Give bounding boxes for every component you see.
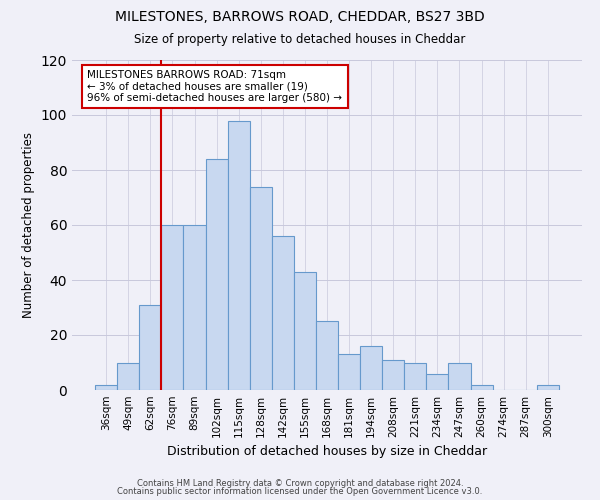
Bar: [184, 225, 206, 390]
Text: MILESTONES, BARROWS ROAD, CHEDDAR, BS27 3BD: MILESTONES, BARROWS ROAD, CHEDDAR, BS27 …: [115, 10, 485, 24]
Bar: [250, 186, 272, 390]
Text: MILESTONES BARROWS ROAD: 71sqm
← 3% of detached houses are smaller (19)
96% of s: MILESTONES BARROWS ROAD: 71sqm ← 3% of d…: [88, 70, 342, 103]
Bar: [206, 159, 227, 390]
Bar: [360, 346, 382, 390]
Text: Contains HM Land Registry data © Crown copyright and database right 2024.: Contains HM Land Registry data © Crown c…: [137, 478, 463, 488]
Bar: [294, 272, 316, 390]
Bar: [161, 225, 184, 390]
Bar: [272, 236, 294, 390]
Bar: [404, 362, 427, 390]
X-axis label: Distribution of detached houses by size in Cheddar: Distribution of detached houses by size …: [167, 446, 487, 458]
Bar: [427, 374, 448, 390]
Bar: [95, 384, 117, 390]
Bar: [382, 360, 404, 390]
Bar: [117, 362, 139, 390]
Bar: [139, 304, 161, 390]
Text: Contains public sector information licensed under the Open Government Licence v3: Contains public sector information licen…: [118, 487, 482, 496]
Bar: [338, 354, 360, 390]
Bar: [448, 362, 470, 390]
Bar: [537, 384, 559, 390]
Y-axis label: Number of detached properties: Number of detached properties: [22, 132, 35, 318]
Bar: [316, 322, 338, 390]
Bar: [470, 384, 493, 390]
Text: Size of property relative to detached houses in Cheddar: Size of property relative to detached ho…: [134, 32, 466, 46]
Bar: [227, 120, 250, 390]
